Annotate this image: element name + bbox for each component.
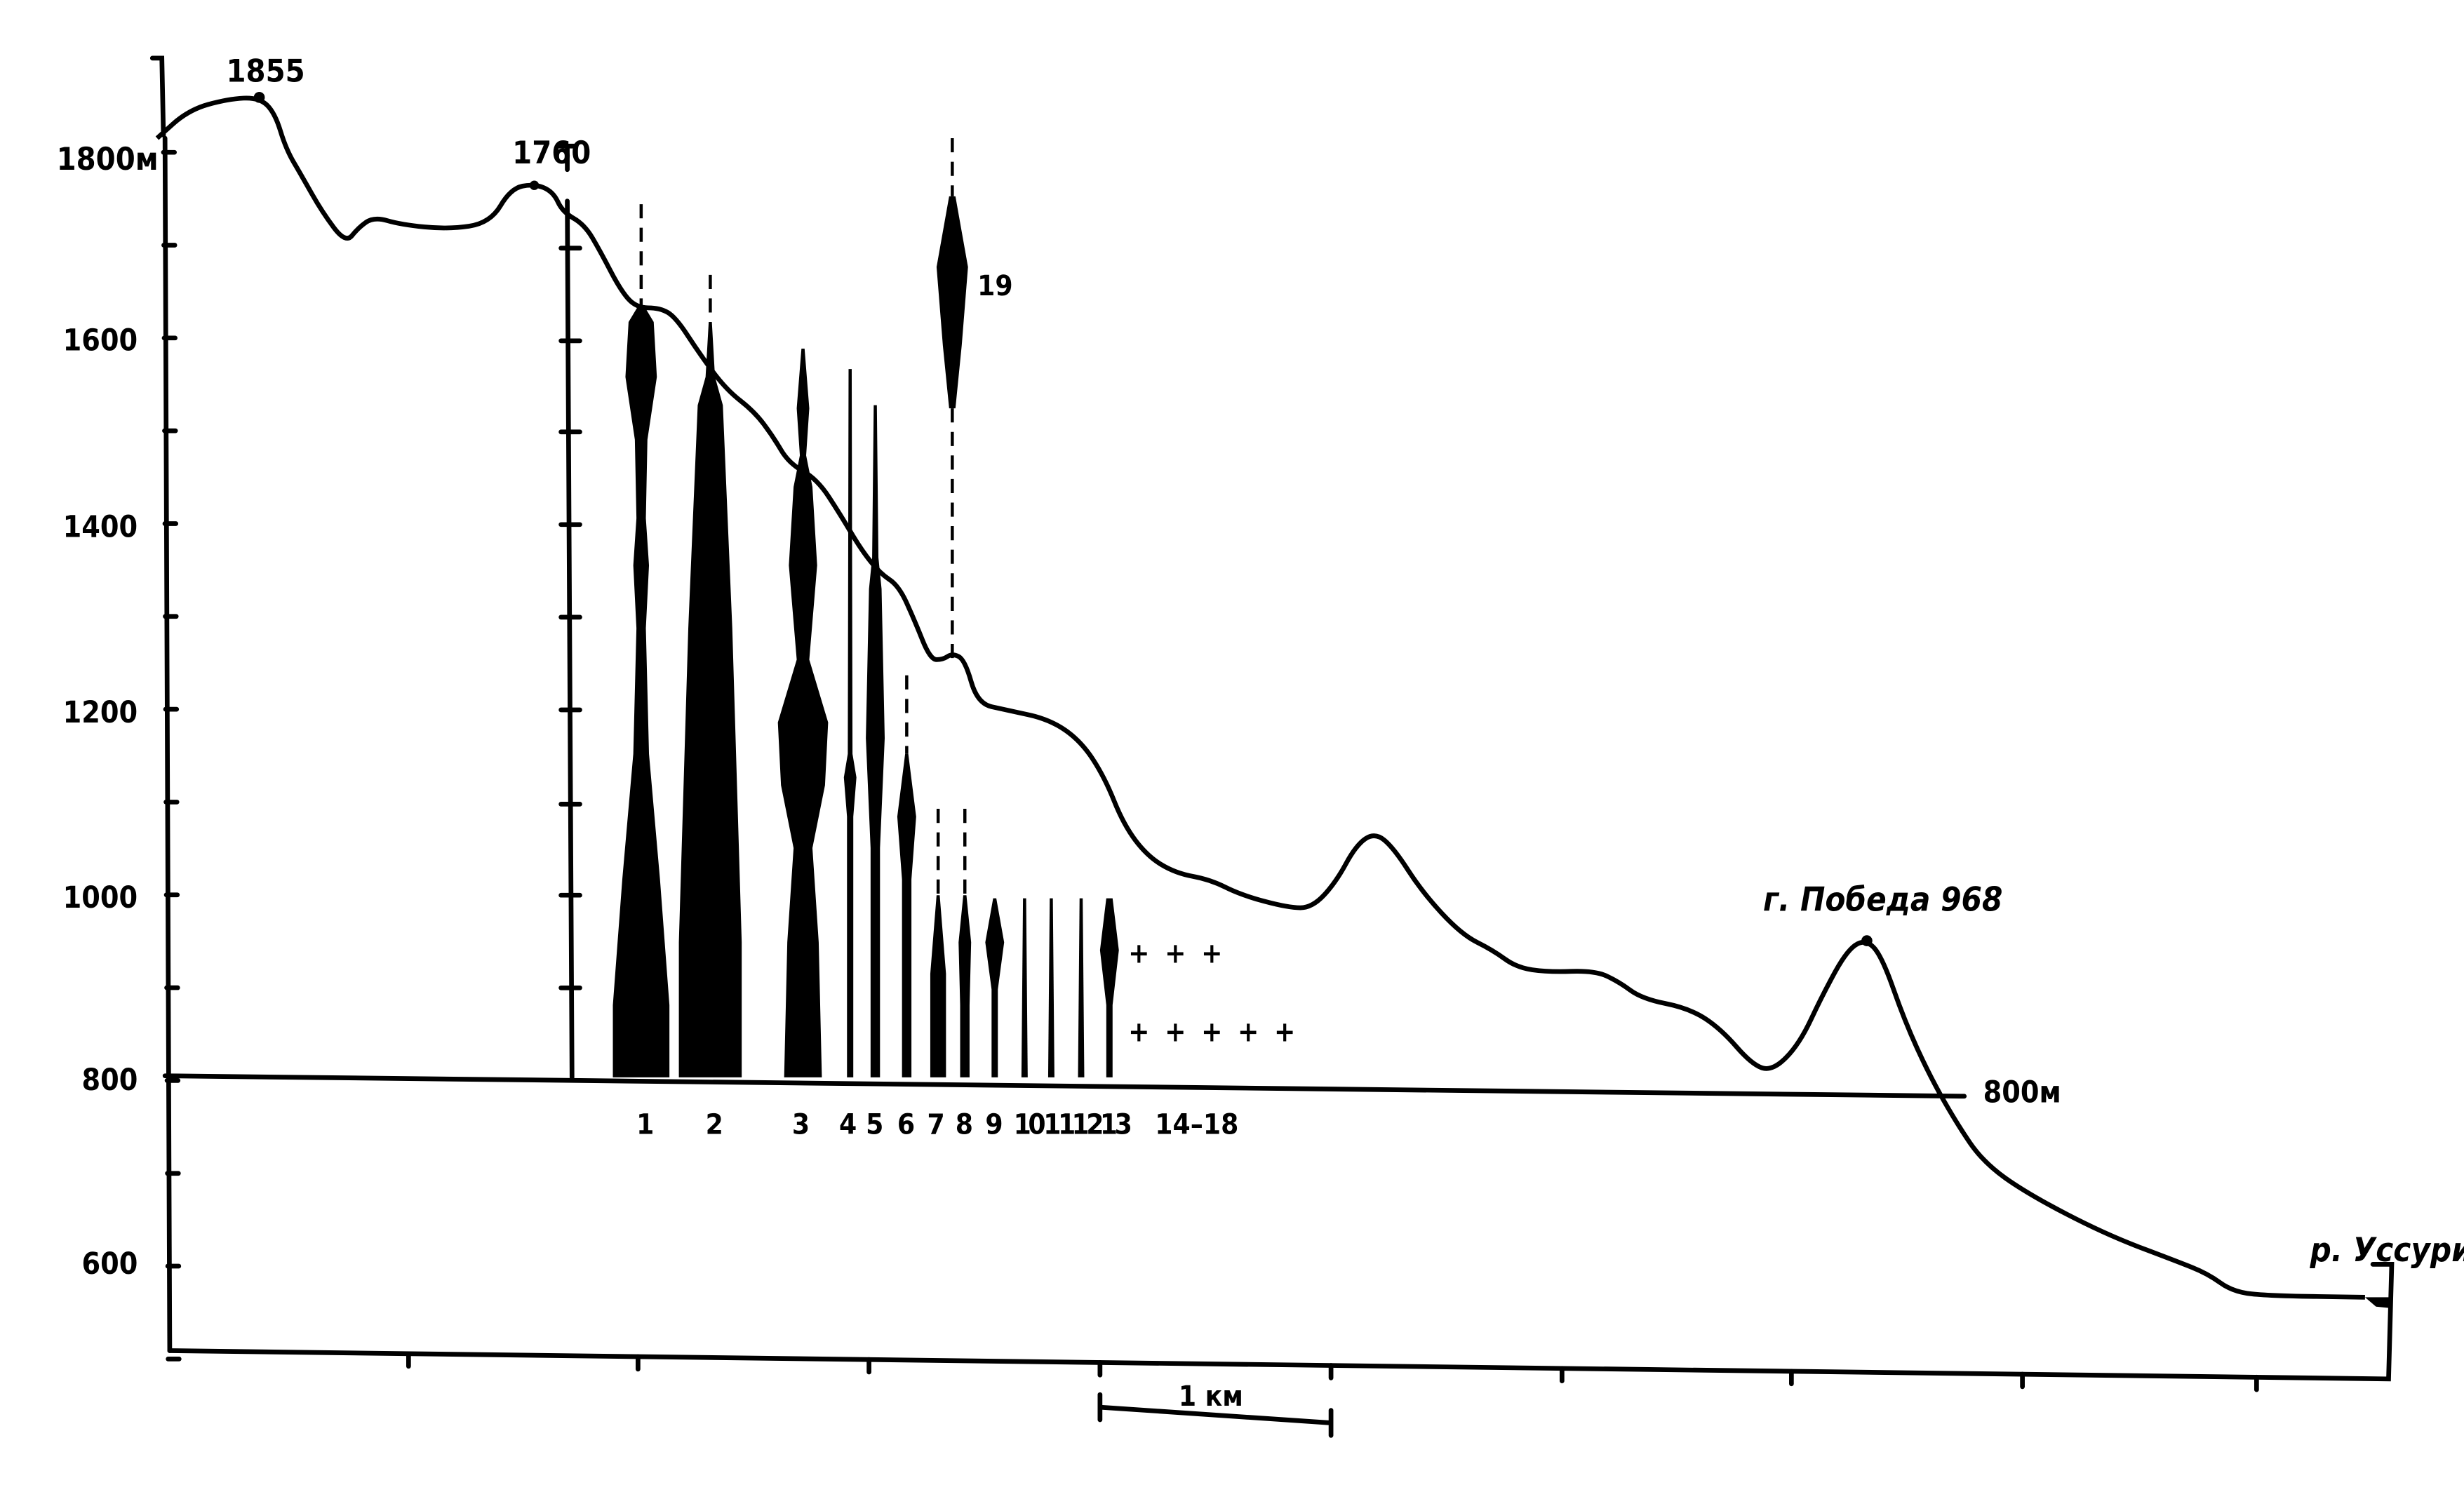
species-range-11 <box>1047 898 1054 1077</box>
y-label-1600: 1600 <box>63 323 138 358</box>
species-range-12 <box>1078 898 1085 1077</box>
river-label: р. Уссури <box>2309 1231 2464 1270</box>
x-axis <box>167 1261 2395 1382</box>
scale-bar <box>1097 1392 1334 1438</box>
reference-line-800m <box>162 1073 1967 1099</box>
y-label-1200: 1200 <box>63 696 138 730</box>
species-label: 8 <box>956 1108 973 1141</box>
species-label: 10 <box>1014 1108 1045 1141</box>
species-range-2 <box>678 321 742 1077</box>
river-marker <box>2364 1297 2392 1309</box>
crosses-row-2: + + + + + <box>1128 1015 1299 1048</box>
species-range-4 <box>843 369 857 1077</box>
species-19-label: 19 <box>977 269 1012 302</box>
y-axis <box>149 55 173 1353</box>
species-range-19 <box>936 196 968 409</box>
species-range-8 <box>958 895 972 1077</box>
species-range-9 <box>985 898 1005 1077</box>
species-range-10 <box>1021 898 1028 1077</box>
y-label-600: 600 <box>81 1247 138 1282</box>
crosses-row-1: + + + <box>1128 936 1226 969</box>
summit-1855-label: 1855 <box>227 52 305 89</box>
y-label-1800: 1800м <box>57 140 159 177</box>
species-range-6 <box>897 753 916 1077</box>
pobeda-label: г. Победа 968 <box>1763 881 2002 920</box>
transect-line <box>557 143 578 1080</box>
y-label-1400: 1400 <box>63 511 138 545</box>
summit-1760-label: 1760 <box>512 134 591 171</box>
species-label: 13 <box>1100 1108 1131 1141</box>
y-label-800: 800 <box>81 1063 138 1098</box>
species-ranges <box>612 138 1119 1077</box>
species-range-5 <box>866 405 885 1077</box>
transect-ticks <box>558 246 582 990</box>
summit-1855-marker <box>253 91 265 103</box>
species-label: 4 <box>839 1108 857 1141</box>
y-axis-ticks <box>161 149 182 1362</box>
species-range-7 <box>930 895 946 1077</box>
species-range-1 <box>612 306 670 1077</box>
species-label: 9 <box>985 1108 1003 1141</box>
x-axis-ticks <box>406 1351 2259 1392</box>
species-label: 11 <box>1043 1108 1074 1141</box>
species-range-13 <box>1099 898 1119 1077</box>
species-label: 5 <box>866 1108 883 1141</box>
species-label: 2 <box>706 1108 723 1141</box>
species-label: 3 <box>792 1108 810 1141</box>
species-label: 6 <box>897 1108 915 1141</box>
species-label: 7 <box>927 1108 944 1141</box>
reference-line-label: 800м <box>1983 1076 2061 1110</box>
species-label: 14–18 <box>1155 1108 1238 1141</box>
summit-1760-marker <box>529 180 540 190</box>
elevation-profile-line <box>155 95 2365 1300</box>
pobeda-summit-marker <box>1861 935 1873 946</box>
species-label: 12 <box>1072 1108 1103 1141</box>
y-label-1000: 1000 <box>63 881 138 915</box>
species-label: 1 <box>636 1108 654 1141</box>
scale-bar-label: 1 км <box>1179 1380 1243 1413</box>
